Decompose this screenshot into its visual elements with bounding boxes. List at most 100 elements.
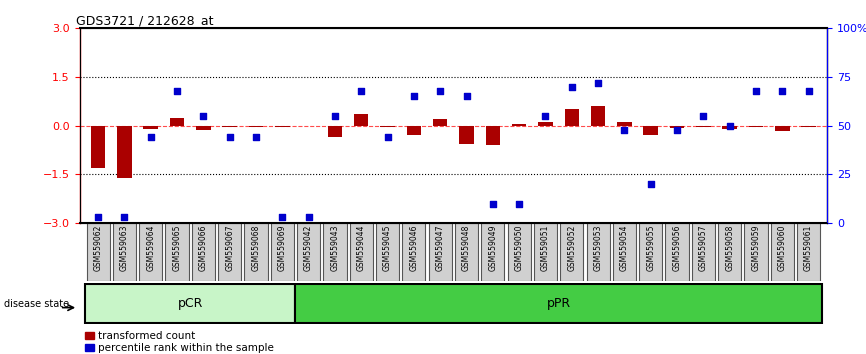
Point (696, 113, 710, 119)
FancyBboxPatch shape (191, 223, 215, 281)
Text: GSM559046: GSM559046 (410, 225, 418, 271)
Text: GSM559056: GSM559056 (673, 225, 682, 271)
FancyBboxPatch shape (139, 223, 162, 281)
Bar (722, 126, 737, 129)
FancyBboxPatch shape (165, 223, 189, 281)
FancyBboxPatch shape (560, 223, 584, 281)
Text: GSM559047: GSM559047 (436, 225, 445, 271)
Legend: transformed count, percentile rank within the sample: transformed count, percentile rank withi… (85, 331, 275, 354)
FancyBboxPatch shape (692, 223, 715, 281)
Text: GSM559060: GSM559060 (778, 225, 787, 271)
Point (433, 88, 447, 93)
Bar (643, 126, 658, 136)
Bar (327, 126, 342, 137)
Point (301, 215, 315, 220)
Text: GSM559051: GSM559051 (541, 225, 550, 271)
Point (249, 135, 263, 140)
Text: GSM559053: GSM559053 (593, 225, 603, 271)
Text: GSM559059: GSM559059 (752, 225, 760, 271)
Bar (459, 126, 474, 143)
Text: GSM559049: GSM559049 (488, 225, 497, 271)
Text: GSM559069: GSM559069 (278, 225, 287, 271)
Text: GSM559065: GSM559065 (172, 225, 182, 271)
Bar (433, 119, 448, 126)
FancyBboxPatch shape (85, 284, 295, 323)
Bar (249, 126, 263, 127)
FancyBboxPatch shape (323, 223, 346, 281)
FancyBboxPatch shape (533, 223, 557, 281)
Point (460, 94, 474, 99)
FancyBboxPatch shape (771, 223, 794, 281)
Bar (91, 126, 106, 168)
Bar (669, 126, 684, 128)
Bar (380, 126, 395, 127)
Point (643, 181, 657, 187)
Point (775, 88, 789, 93)
FancyBboxPatch shape (665, 223, 688, 281)
Text: GSM559044: GSM559044 (357, 225, 365, 271)
FancyBboxPatch shape (481, 223, 504, 281)
Point (512, 201, 526, 206)
Point (354, 88, 368, 93)
Bar (538, 122, 553, 126)
Text: GSM559050: GSM559050 (514, 225, 524, 271)
Bar (591, 106, 605, 126)
FancyBboxPatch shape (718, 223, 741, 281)
Point (749, 88, 763, 93)
Text: GSM559067: GSM559067 (225, 225, 234, 271)
Point (723, 123, 737, 129)
Text: pPR: pPR (546, 297, 571, 310)
Point (118, 215, 132, 220)
Text: GSM559062: GSM559062 (94, 225, 102, 271)
Point (91, 215, 105, 220)
FancyBboxPatch shape (376, 223, 399, 281)
Point (381, 135, 395, 140)
Point (223, 135, 236, 140)
FancyBboxPatch shape (87, 223, 110, 281)
Point (407, 94, 421, 99)
Point (565, 84, 578, 90)
FancyBboxPatch shape (297, 223, 320, 281)
Point (591, 80, 605, 86)
Bar (354, 114, 369, 126)
Text: GDS3721 / 212628_at: GDS3721 / 212628_at (76, 14, 213, 27)
Point (539, 113, 553, 119)
Point (197, 113, 210, 119)
FancyBboxPatch shape (429, 223, 452, 281)
FancyBboxPatch shape (113, 223, 136, 281)
FancyBboxPatch shape (218, 223, 242, 281)
Point (275, 215, 289, 220)
FancyBboxPatch shape (797, 223, 820, 281)
Bar (775, 126, 790, 131)
FancyBboxPatch shape (350, 223, 373, 281)
Point (144, 135, 158, 140)
Text: GSM559055: GSM559055 (646, 225, 656, 271)
Bar (617, 122, 631, 126)
FancyBboxPatch shape (455, 223, 478, 281)
Point (486, 201, 500, 206)
Bar (196, 126, 210, 130)
Text: GSM559066: GSM559066 (199, 225, 208, 271)
Point (617, 127, 631, 132)
FancyBboxPatch shape (613, 223, 636, 281)
Bar (801, 126, 816, 127)
Text: GSM559057: GSM559057 (699, 225, 708, 271)
FancyBboxPatch shape (244, 223, 268, 281)
FancyBboxPatch shape (586, 223, 610, 281)
Point (670, 127, 684, 132)
FancyBboxPatch shape (639, 223, 662, 281)
Point (170, 88, 184, 93)
Bar (275, 126, 289, 127)
Text: GSM559052: GSM559052 (567, 225, 576, 271)
Bar (486, 126, 500, 145)
FancyBboxPatch shape (295, 284, 822, 323)
Text: disease state: disease state (4, 298, 69, 309)
Bar (144, 126, 158, 129)
Bar (696, 126, 711, 127)
FancyBboxPatch shape (507, 223, 531, 281)
Bar (223, 126, 237, 127)
Text: GSM559063: GSM559063 (120, 225, 129, 271)
Text: GSM559048: GSM559048 (462, 225, 471, 271)
Bar (170, 118, 184, 126)
Text: GSM559064: GSM559064 (146, 225, 155, 271)
